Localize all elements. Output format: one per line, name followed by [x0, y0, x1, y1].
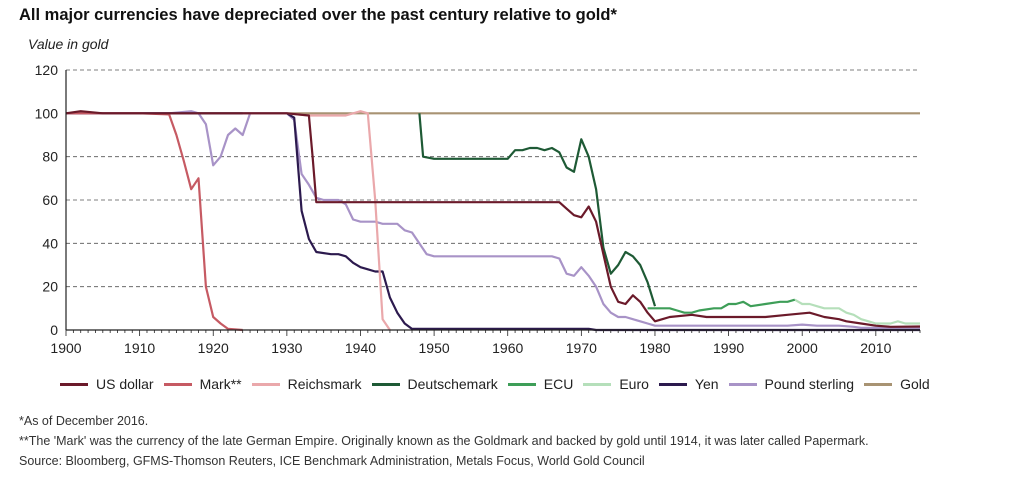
- series-line-yen: [66, 112, 920, 332]
- legend-label: US dollar: [96, 376, 154, 392]
- y-tick-label: 40: [42, 235, 58, 251]
- series-line-pound-sterling: [66, 110, 920, 329]
- x-tick-label: 1940: [345, 340, 376, 356]
- x-tick-label: 1950: [419, 340, 450, 356]
- x-tick-label: 1900: [50, 340, 81, 356]
- grid-lines: [66, 69, 920, 288]
- series-line-ecu: [647, 298, 796, 314]
- series-line-us-dollar: [65, 110, 921, 328]
- legend-swatch: [583, 382, 612, 386]
- x-tick-label: 1910: [124, 340, 155, 356]
- x-tick-label: 2000: [787, 340, 818, 356]
- legend-item-ecu: ECU: [507, 376, 574, 392]
- legend-item-yen: Yen: [658, 376, 719, 392]
- x-tick-label: 1980: [639, 340, 670, 356]
- y-tick-label: 120: [35, 62, 59, 78]
- x-tick-label: 1930: [271, 340, 302, 356]
- series-line-euro: [794, 298, 920, 325]
- footnote-date: *As of December 2016.: [19, 414, 149, 428]
- series-lines: [65, 110, 921, 332]
- legend-label: Reichsmark: [287, 376, 362, 392]
- chart-legend: US dollar Mark** Reichsmark Deutschemark ECU…: [60, 374, 940, 394]
- series-line-deutschemark: [418, 113, 657, 307]
- x-tick-label: 2010: [860, 340, 891, 356]
- x-tick-label: 1970: [566, 340, 597, 356]
- legend-label: Yen: [694, 376, 719, 392]
- legend-label: Pound sterling: [764, 376, 855, 392]
- series-line-mark: [66, 112, 243, 332]
- y-tick-label: 80: [42, 149, 58, 165]
- y-tick-label: 0: [50, 322, 58, 338]
- x-tick-label: 1960: [492, 340, 523, 356]
- legend-swatch: [507, 382, 536, 386]
- legend-item-euro: Euro: [583, 376, 649, 392]
- axes: 0 20 40 60 80 100 120 1900 1910 1920 1930 1940 1950 1…: [35, 62, 921, 356]
- chart-title: All major currencies have depreciated ov…: [19, 6, 617, 24]
- legend-label: ECU: [543, 376, 574, 392]
- x-tick-label: 1990: [713, 340, 744, 356]
- x-tick-label: 1920: [198, 340, 229, 356]
- legend-item-deutschemark: Deutschemark: [371, 376, 498, 392]
- legend-swatch: [60, 382, 88, 386]
- footnote-source: Source: Bloomberg, GFMS-Thomson Reuters,…: [19, 454, 645, 468]
- legend-item-mark: Mark**: [163, 376, 242, 392]
- legend-label: Euro: [619, 376, 649, 392]
- legend-swatch: [728, 382, 757, 386]
- y-tick-label: 100: [35, 105, 59, 121]
- legend-swatch: [251, 382, 280, 386]
- legend-item-reichsmark: Reichsmark: [251, 376, 362, 392]
- y-tick-label: 20: [42, 279, 58, 295]
- legend-swatch: [163, 382, 192, 386]
- legend-swatch: [371, 382, 400, 386]
- y-tick-label: 60: [42, 192, 58, 208]
- legend-item-pound-sterling: Pound sterling: [728, 376, 855, 392]
- legend-item-gold: Gold: [864, 376, 930, 392]
- legend-item-us-dollar: US dollar: [60, 376, 154, 392]
- legend-swatch: [658, 382, 687, 386]
- legend-label: Mark**: [199, 376, 242, 392]
- legend-swatch: [864, 382, 893, 386]
- footnote-mark: **The 'Mark' was the currency of the lat…: [19, 434, 869, 448]
- legend-label: Gold: [900, 376, 930, 392]
- legend-label: Deutschemark: [407, 376, 498, 392]
- y-axis-label: Value in gold: [28, 36, 109, 52]
